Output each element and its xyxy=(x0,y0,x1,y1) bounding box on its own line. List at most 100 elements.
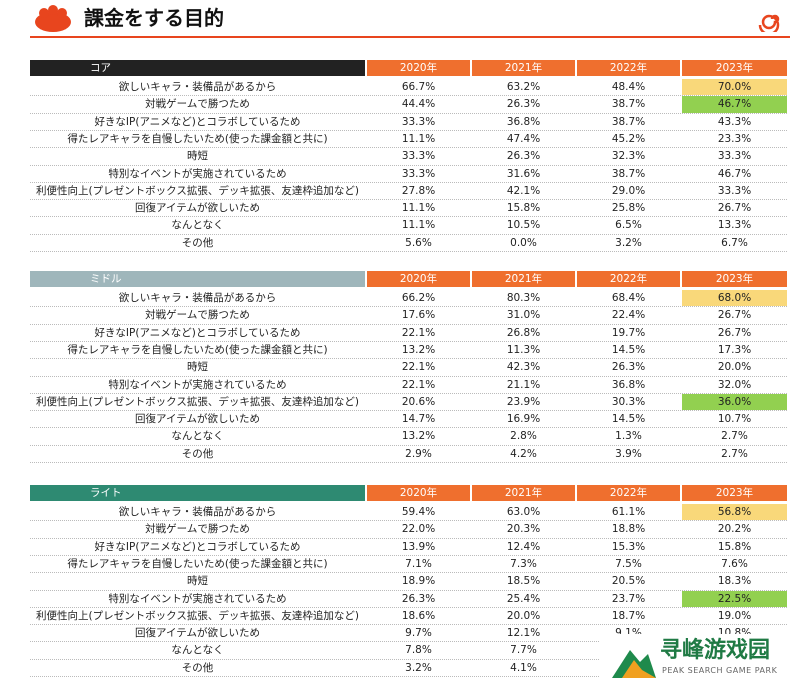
row-divider xyxy=(30,306,787,308)
row-label: 特別なイベントが実施されているため xyxy=(108,378,287,391)
row-label: 回復アイテムが欲しいため xyxy=(135,413,260,426)
row-label: その他 xyxy=(181,447,214,460)
row-label: 対戦ゲームで勝つため xyxy=(145,523,250,536)
value-cell: 17.3% xyxy=(717,343,752,356)
row-divider xyxy=(30,572,787,574)
value-cell: 3.9% xyxy=(615,447,642,460)
row-label: 対戦ゲームで勝つため xyxy=(145,309,250,322)
value-cell: 38.7% xyxy=(611,98,646,111)
value-cell: 2.9% xyxy=(405,447,432,460)
row-divider xyxy=(30,323,787,325)
year-header: 2023年 xyxy=(682,485,787,501)
value-cell: 6.5% xyxy=(615,219,642,232)
row-label: 回復アイテムが欲しいため xyxy=(135,627,260,640)
value-cell: 38.7% xyxy=(611,115,646,128)
row-label: なんとなく xyxy=(171,430,224,443)
row-label: 時短 xyxy=(187,361,208,374)
value-cell: 61.1% xyxy=(611,506,646,518)
value-cell: 16.9% xyxy=(506,413,541,426)
row-divider xyxy=(30,554,787,556)
value-cell: 22.4% xyxy=(611,309,646,322)
value-cell: 18.7% xyxy=(611,609,646,622)
value-cell: 29.0% xyxy=(611,184,646,197)
value-cell: 10.5% xyxy=(506,219,541,232)
row-label: 好きなIP(アニメなど)とコラボしているため xyxy=(94,540,301,553)
value-cell: 44.4% xyxy=(401,98,436,111)
value-cell: 22.5% xyxy=(682,590,787,607)
row-label: 特別なイベントが実施されているため xyxy=(108,167,287,180)
value-cell: 4.2% xyxy=(510,447,537,460)
value-cell: 43.3% xyxy=(717,115,752,128)
value-cell: 20.6% xyxy=(401,395,436,408)
year-header: 2022年 xyxy=(577,60,680,76)
value-cell: 19.0% xyxy=(717,609,752,622)
row-divider xyxy=(30,392,787,394)
value-cell: 48.4% xyxy=(611,81,646,93)
row-divider xyxy=(30,462,787,463)
row-label: 時短 xyxy=(187,575,208,588)
value-cell: 26.3% xyxy=(401,592,436,605)
row-divider xyxy=(30,589,787,591)
row-label: なんとなく xyxy=(171,644,224,657)
value-cell: 26.3% xyxy=(506,98,541,111)
value-cell: 63.0% xyxy=(506,506,541,518)
value-cell: 56.8% xyxy=(682,504,787,521)
value-cell: 20.0% xyxy=(717,361,752,374)
value-cell: 2.8% xyxy=(510,430,537,443)
row-divider xyxy=(30,251,787,252)
value-cell: 46.7% xyxy=(717,167,752,180)
value-cell: 26.7% xyxy=(717,326,752,339)
value-cell: 23.9% xyxy=(506,395,541,408)
value-cell: 68.0% xyxy=(682,290,787,307)
year-header: 2021年 xyxy=(472,485,575,501)
row-label: その他 xyxy=(181,236,214,249)
value-cell: 20.3% xyxy=(506,523,541,536)
value-cell: 38.7% xyxy=(611,167,646,180)
value-cell: 26.3% xyxy=(506,150,541,163)
value-cell: 12.4% xyxy=(506,540,541,553)
value-cell: 46.7% xyxy=(682,96,787,113)
value-cell: 66.2% xyxy=(401,292,436,304)
row-label: 時短 xyxy=(187,150,208,163)
row-label: 利便性向上(プレゼントボックス拡張、デッキ拡張、友達枠追加など) xyxy=(36,609,359,622)
table-label: コア xyxy=(30,60,365,76)
value-cell: 68.4% xyxy=(611,292,646,304)
value-cell: 14.5% xyxy=(611,413,646,426)
row-label: 利便性向上(プレゼントボックス拡張、デッキ拡張、友達枠追加など) xyxy=(36,184,359,197)
row-divider xyxy=(30,340,787,342)
row-divider xyxy=(30,606,787,608)
value-cell: 7.3% xyxy=(510,557,537,570)
row-divider xyxy=(30,537,787,539)
row-divider xyxy=(30,520,787,522)
value-cell: 14.5% xyxy=(611,343,646,356)
value-cell: 33.3% xyxy=(717,184,752,197)
value-cell: 36.8% xyxy=(611,378,646,391)
value-cell: 20.5% xyxy=(611,575,646,588)
row-divider xyxy=(30,164,787,166)
value-cell: 22.0% xyxy=(401,523,436,536)
value-cell: 26.7% xyxy=(717,202,752,215)
value-cell: 47.4% xyxy=(506,132,541,145)
row-divider xyxy=(30,112,787,114)
row-label: なんとなく xyxy=(171,219,224,232)
row-label: 回復アイテムが欲しいため xyxy=(135,202,260,215)
value-cell: 7.1% xyxy=(405,557,432,570)
row-divider xyxy=(30,676,787,677)
watermark-logo xyxy=(612,650,656,678)
value-cell: 20.0% xyxy=(506,609,541,622)
value-cell: 33.3% xyxy=(401,167,436,180)
value-cell: 31.0% xyxy=(506,309,541,322)
row-divider xyxy=(30,233,787,235)
row-label: 欲しいキャラ・装備品があるから xyxy=(118,81,277,93)
value-cell: 20.2% xyxy=(717,523,752,536)
value-cell: 42.1% xyxy=(506,184,541,197)
value-cell: 13.2% xyxy=(401,343,436,356)
value-cell: 21.1% xyxy=(506,378,541,391)
value-cell: 15.8% xyxy=(717,540,752,553)
row-label: 得たレアキャラを自慢したいため(使った課金額と共に) xyxy=(67,557,328,570)
value-cell: 9.7% xyxy=(405,627,432,640)
row-divider xyxy=(30,410,787,412)
value-cell: 26.7% xyxy=(717,309,752,322)
watermark: 寻峰游戏园 PEAK SEARCH GAME PARK xyxy=(600,634,800,685)
